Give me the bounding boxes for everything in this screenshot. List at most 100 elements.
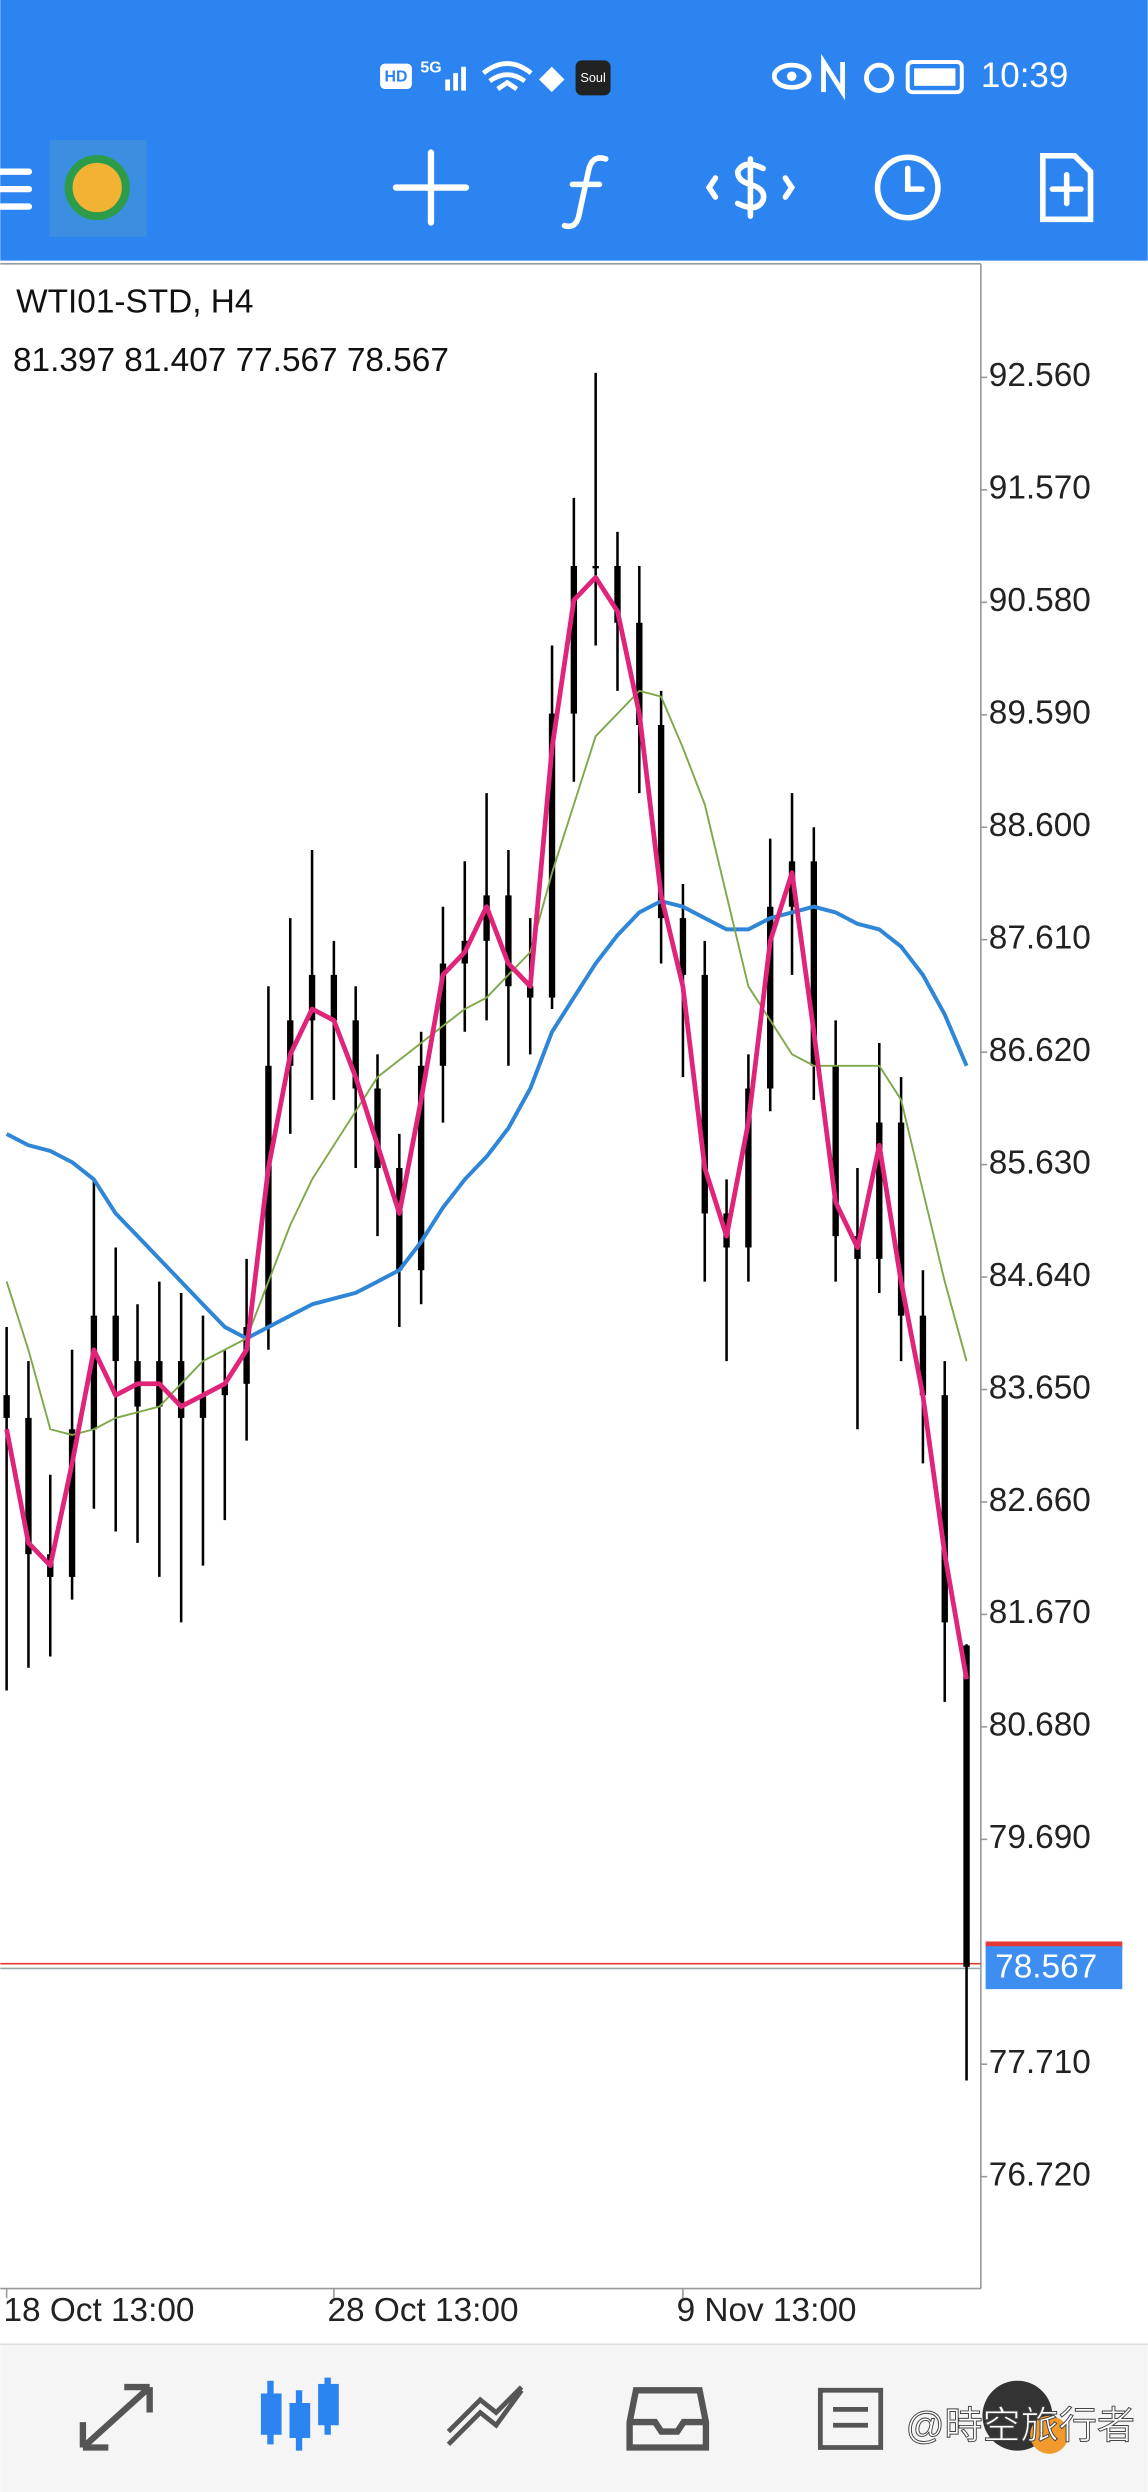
- price-tag: [985, 1946, 1123, 1990]
- y-tick-label: 83.650: [989, 1369, 1091, 1406]
- ohlc-readout: 81.397 81.407 77.567 78.567: [13, 342, 449, 379]
- moving-average: [5, 899, 969, 1341]
- candle-body: [25, 1417, 32, 1555]
- y-tick-label: 87.610: [989, 919, 1091, 956]
- candle-body: [374, 1088, 381, 1169]
- bottom-nav: [0, 2344, 1148, 2492]
- y-tick-label: 77.710: [989, 2044, 1091, 2081]
- trade-tab[interactable]: [446, 2385, 524, 2447]
- signal-bar: [461, 66, 466, 91]
- y-tick-label: 80.680: [989, 1707, 1091, 1744]
- chart: 92.560 91.570 90.580 89.590 88.600 87.610 86.6…: [0, 357, 1123, 2329]
- x-tick-label: 18 Oct 13:00: [3, 2292, 194, 2329]
- y-tick-label: 84.640: [989, 1257, 1091, 1294]
- y-tick-label: 91.570: [989, 470, 1091, 507]
- price-tag-label: 78.567: [995, 1948, 1097, 1985]
- trade-button[interactable]: [705, 156, 796, 219]
- candle-body: [177, 1361, 185, 1418]
- y-tick-label: 86.620: [989, 1032, 1091, 1069]
- indicators-button[interactable]: [561, 155, 609, 230]
- y-tick-label: 92.560: [989, 357, 1091, 394]
- toolbar: [0, 139, 1094, 237]
- chart-tab[interactable]: [260, 2377, 339, 2451]
- nav-icons: [79, 2377, 1069, 2454]
- moving-average: [4, 575, 969, 1680]
- history-button[interactable]: [874, 154, 941, 221]
- moving-average: [5, 689, 968, 1436]
- y-tick-label: 76.720: [989, 2156, 1091, 2193]
- logo-mark: [64, 154, 130, 221]
- price-tag-bg: [985, 1941, 1123, 1948]
- candle-body: [439, 963, 447, 1066]
- candle-body: [592, 565, 599, 569]
- candle-body: [221, 1383, 228, 1396]
- candle-body: [527, 986, 534, 998]
- signal-bar: [445, 79, 451, 91]
- candle-body: [417, 1065, 425, 1271]
- hd-badge: [380, 63, 412, 89]
- x-tick-label: 9 Nov 13:00: [677, 2292, 857, 2329]
- candle-body: [548, 713, 556, 998]
- candle-body: [570, 565, 578, 714]
- wifi-icon: [481, 61, 533, 91]
- network-text: 5G: [420, 60, 441, 77]
- y-tick-label: 81.670: [989, 1594, 1091, 1631]
- candle-body: [919, 1315, 927, 1396]
- y-tick-label: 85.630: [989, 1144, 1091, 1181]
- alarm-icon: [864, 62, 895, 93]
- chart-title: WTI01-STD, H4: [16, 283, 253, 320]
- candle-body: [505, 895, 512, 987]
- crosshair-button[interactable]: [392, 149, 470, 226]
- y-tick-label: 89.590: [989, 695, 1091, 732]
- news-tab[interactable]: [817, 2387, 884, 2450]
- candle-body: [352, 1020, 359, 1089]
- menu-button[interactable]: [0, 168, 33, 210]
- candle-body: [199, 1395, 207, 1418]
- quotes-tab[interactable]: [79, 2383, 153, 2451]
- candle-body: [657, 724, 665, 919]
- candle-body: [90, 1315, 98, 1430]
- soul-icon: [575, 60, 611, 96]
- candle-body: [3, 1395, 10, 1418]
- signal-bar: [453, 73, 458, 91]
- soul-text: Soul: [580, 70, 605, 85]
- eye-icon: [771, 62, 812, 90]
- candle-body: [112, 1315, 119, 1362]
- candle-body: [963, 1645, 970, 1967]
- candle-body: [483, 895, 490, 941]
- y-tick-label: 79.690: [989, 1819, 1091, 1856]
- candle-body: [330, 974, 338, 1021]
- candle-body: [810, 861, 818, 1066]
- y-tick-label: 82.660: [989, 1482, 1091, 1519]
- candle-body: [243, 1327, 250, 1384]
- candle-body: [68, 1429, 76, 1577]
- x-tick-label: 28 Oct 13:00: [328, 2292, 519, 2329]
- candle-body: [767, 906, 774, 1089]
- candle-body: [701, 974, 708, 1214]
- watermark: @時空旅行者: [906, 2405, 1135, 2448]
- candle-body: [636, 622, 643, 725]
- candle-body: [876, 1122, 883, 1259]
- candle-body: [287, 1020, 294, 1066]
- candle-body: [614, 565, 621, 623]
- candle-body: [396, 1168, 403, 1271]
- app-header: [0, 0, 1148, 261]
- y-tick-label: 90.580: [989, 582, 1091, 619]
- candle-body: [745, 1088, 752, 1248]
- nfc-icon: [821, 53, 845, 101]
- badge: [1030, 2415, 1069, 2454]
- hd-text: HD: [385, 68, 408, 85]
- clock: 10:39: [981, 56, 1068, 95]
- eye-pupil: [786, 71, 797, 82]
- y-tick-label: 88.600: [989, 807, 1091, 844]
- candle-body: [832, 1065, 839, 1237]
- history-tab[interactable]: [626, 2387, 710, 2451]
- new-order-button[interactable]: [1040, 152, 1094, 223]
- candle-body: [679, 918, 687, 975]
- candle-body: [941, 1395, 948, 1623]
- battery-icon: [905, 59, 964, 95]
- clock-hands: [904, 165, 925, 192]
- candle-body: [308, 974, 316, 1021]
